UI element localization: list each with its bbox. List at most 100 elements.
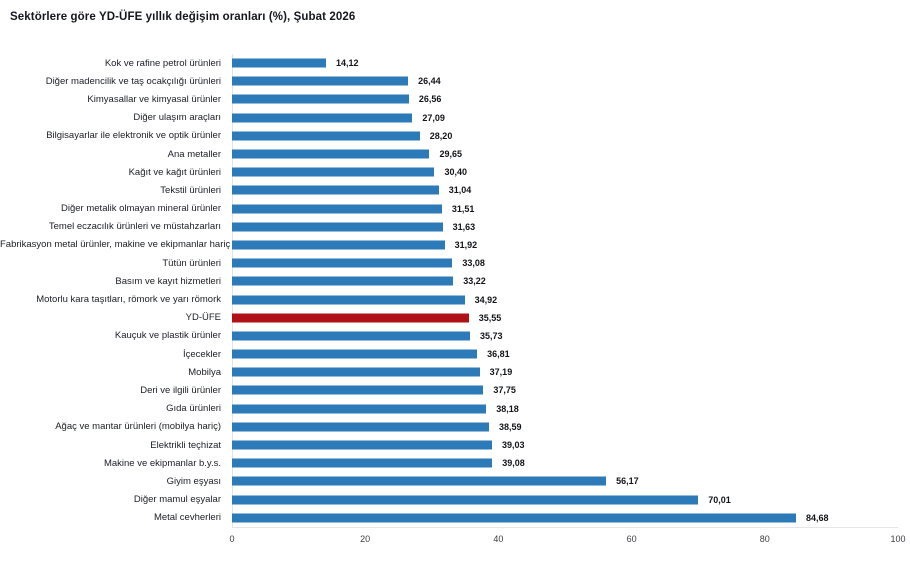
bar-row: Ağaç ve mantar ürünleri (mobilya hariç) 3… [0, 418, 898, 436]
category-label: Kağıt ve kağıt ürünleri [128, 166, 221, 178]
category-label: Diğer metalik olmayan mineral ürünler [61, 203, 221, 215]
bar-track: 28,20 [232, 127, 898, 145]
category-label: Diğer madencilik ve taş ocakçılığı ürünl… [45, 75, 221, 87]
bar [232, 113, 413, 123]
bar-track: 39,08 [232, 454, 898, 472]
category-label: Temel eczacılık ürünleri ve müstahzarlar… [48, 221, 221, 233]
bar-track: 84,68 [232, 509, 898, 527]
bar [232, 167, 435, 177]
bar [232, 258, 453, 268]
category-label: Kauçuk ve plastik ürünler [114, 330, 221, 342]
category-label: Ana metaller [167, 148, 221, 160]
value-label: 29,65 [439, 149, 462, 160]
bar-chart: Kok ve rafine petrol ürünleri 14,12 Diğer … [0, 54, 906, 546]
bar [232, 131, 420, 141]
bar-track: 31,92 [232, 236, 898, 254]
value-label: 26,56 [418, 94, 442, 105]
x-axis: 0 20 40 60 80 100 [229, 526, 906, 546]
bar-row: Basım ve kayıt hizmetleri 33,22 [0, 272, 898, 290]
value-label: 38,18 [496, 403, 519, 414]
bar-row: Kauçuk ve plastik ürünler 35,73 [0, 327, 898, 345]
value-label: 36,81 [487, 349, 510, 360]
bar [232, 222, 443, 232]
x-axis-tick: 20 [360, 533, 371, 544]
bar [232, 149, 430, 159]
bar-row: Ana metaller 29,65 [0, 145, 898, 163]
bar-row: Diğer mamul eşyalar 70,01 [0, 491, 898, 509]
zero-axis-line [232, 54, 233, 527]
x-axis-tick: 0 [229, 533, 235, 544]
value-label: 31,04 [448, 185, 472, 196]
bar [232, 58, 327, 68]
bar-row: Metal cevherleri 84,68 [0, 509, 898, 527]
category-label: Bilgisayarlar ile elektronik ve optik ür… [46, 130, 221, 142]
category-label: Deri ve ilgili ürünler [140, 384, 221, 396]
bar-track: 37,75 [232, 381, 898, 399]
bar [232, 94, 409, 104]
value-label: 33,22 [463, 276, 486, 287]
bar-track: 30,40 [232, 163, 898, 181]
bar [232, 404, 487, 414]
value-label: 30,40 [444, 167, 467, 178]
value-label: 34,92 [474, 294, 498, 305]
category-label: YD-ÜFE [185, 312, 221, 324]
bar [232, 495, 699, 505]
bar-track: 31,04 [232, 181, 898, 199]
bar-track: 34,92 [232, 290, 898, 308]
bar-track: 33,08 [232, 254, 898, 272]
value-label: 37,19 [489, 367, 513, 378]
bar-track: 29,65 [232, 145, 898, 163]
bar-rows: Kok ve rafine petrol ürünleri 14,12 Diğer … [0, 54, 898, 527]
bar-row: Gıda ürünleri 38,18 [0, 400, 898, 418]
value-label: 38,59 [499, 421, 522, 432]
bar-track: 33,22 [232, 272, 898, 290]
value-label: 26,44 [418, 76, 441, 87]
category-label: Mobilya [188, 366, 221, 378]
category-label: Fabrikasyon metal ürünler, makine ve eki… [0, 239, 231, 251]
bar-track: 14,12 [232, 54, 898, 72]
bar [232, 185, 439, 195]
chart-title: Sektörlere göre YD-ÜFE yıllık değişim or… [10, 11, 356, 23]
bar [232, 458, 493, 468]
bar-track: 38,59 [232, 418, 898, 436]
bar-row: Elektrikli teçhizat 39,03 [0, 436, 898, 454]
bar-track: 26,56 [232, 90, 898, 108]
bar-track: 35,73 [232, 327, 898, 345]
bar-track: 70,01 [232, 491, 898, 509]
bar-row: Giyim eşyası 56,17 [0, 472, 898, 490]
bar-row: Diğer madencilik ve taş ocakçılığı ürünl… [0, 72, 898, 90]
value-label: 14,12 [336, 58, 359, 69]
bar-track: 35,55 [232, 309, 898, 327]
bar-row: Temel eczacılık ürünleri ve müstahzarlar… [0, 218, 898, 236]
bar-row: Kağıt ve kağıt ürünleri 30,40 [0, 163, 898, 181]
value-label: 39,03 [501, 440, 525, 451]
value-label: 56,17 [616, 476, 639, 487]
value-label: 37,75 [493, 385, 516, 396]
category-label: Tütün ürünleri [162, 257, 221, 269]
bar-row: Motorlu kara taşıtları, römork ve yarı r… [0, 290, 898, 308]
bar-row: Tekstil ürünleri 31,04 [0, 181, 898, 199]
category-label: İçecekler [182, 348, 221, 360]
value-label: 31,51 [451, 203, 475, 214]
bar-track: 27,09 [232, 109, 898, 127]
category-label: Tekstil ürünleri [160, 184, 221, 196]
bar-row: Diğer ulaşım araçları 27,09 [0, 109, 898, 127]
value-label: 39,08 [502, 458, 525, 469]
bar [232, 295, 465, 305]
category-label: Basım ve kayıt hizmetleri [115, 275, 221, 287]
bar-row: Fabrikasyon metal ürünler, makine ve eki… [0, 236, 898, 254]
value-label: 33,08 [462, 258, 485, 269]
bar-row: Kimyasallar ve kimyasal ürünler 26,56 [0, 90, 898, 108]
bar-track: 31,63 [232, 218, 898, 236]
x-axis-tick: 80 [759, 533, 770, 544]
bar [232, 204, 442, 214]
bar-track: 36,81 [232, 345, 898, 363]
bar-row: Deri ve ilgili ürünler 37,75 [0, 381, 898, 399]
x-axis-tick: 60 [626, 533, 637, 544]
value-label: 31,92 [454, 239, 478, 250]
bar-row: Makine ve ekipmanlar b.y.s. 39,08 [0, 454, 898, 472]
bar [232, 76, 409, 86]
bar [232, 385, 484, 395]
bar-track: 38,18 [232, 400, 898, 418]
category-label: Kimyasallar ve kimyasal ürünler [87, 93, 221, 105]
